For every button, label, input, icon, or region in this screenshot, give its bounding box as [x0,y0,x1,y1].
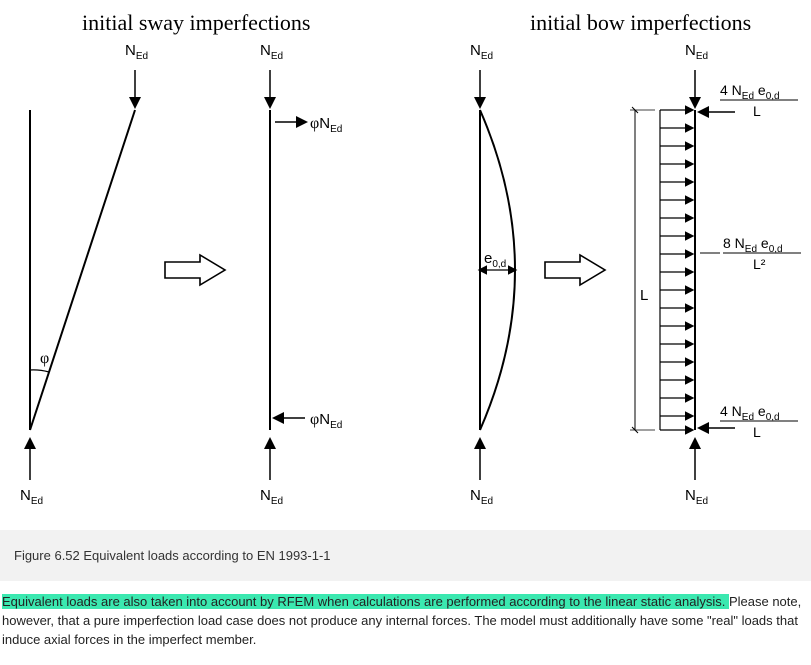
ned-bot-3: NEd [470,487,493,507]
phiN-bot: φNEd [310,411,342,431]
svg-text:L²: L² [753,256,766,272]
L-label: L [640,287,648,304]
panel-sway-leaned: φ NEd NEd [20,42,148,507]
formula-top: 4 NEd e0,d L [720,82,798,119]
ned-bot-1: NEd [20,487,43,507]
ned-top-4: NEd [685,42,708,62]
title-left: initial sway imperfections [82,10,311,35]
big-arrow-2 [545,255,605,285]
svg-text:L: L [753,424,761,440]
phiN-top: φNEd [310,115,342,135]
panel-sway-equiv: NEd NEd φNEd φNEd [260,42,342,507]
ned-bot-2: NEd [260,487,283,507]
svg-text:8 NEd e0,d: 8 NEd e0,d [723,235,783,255]
panel-bow: e0,d NEd NEd [470,42,515,507]
ned-bot-4: NEd [685,487,708,507]
ned-top-2: NEd [260,42,283,62]
body-paragraph: Equivalent loads are also taken into acc… [0,581,811,660]
svg-text:L: L [753,103,761,119]
figure-caption: Figure 6.52 Equivalent loads according t… [0,530,811,581]
big-arrow-1 [165,255,225,285]
phi-label: φ [40,350,49,367]
svg-text:4 NEd e0,d: 4 NEd e0,d [720,82,780,102]
ned-top-3: NEd [470,42,493,62]
panel-bow-equiv: NEd NEd L 4 NEd e0,d L 8 NEd e0,d L² 4 N… [630,42,801,507]
highlighted-text: Equivalent loads are also taken into acc… [2,594,729,609]
e0d-label: e0,d [484,250,506,270]
title-right: initial bow imperfections [530,10,751,35]
svg-text:4 NEd e0,d: 4 NEd e0,d [720,403,780,423]
formula-bot: 4 NEd e0,d L [720,403,798,440]
formula-mid: 8 NEd e0,d L² [723,235,801,272]
figure-diagram: initial sway imperfections initial bow i… [0,0,811,530]
ned-top-1: NEd [125,42,148,62]
